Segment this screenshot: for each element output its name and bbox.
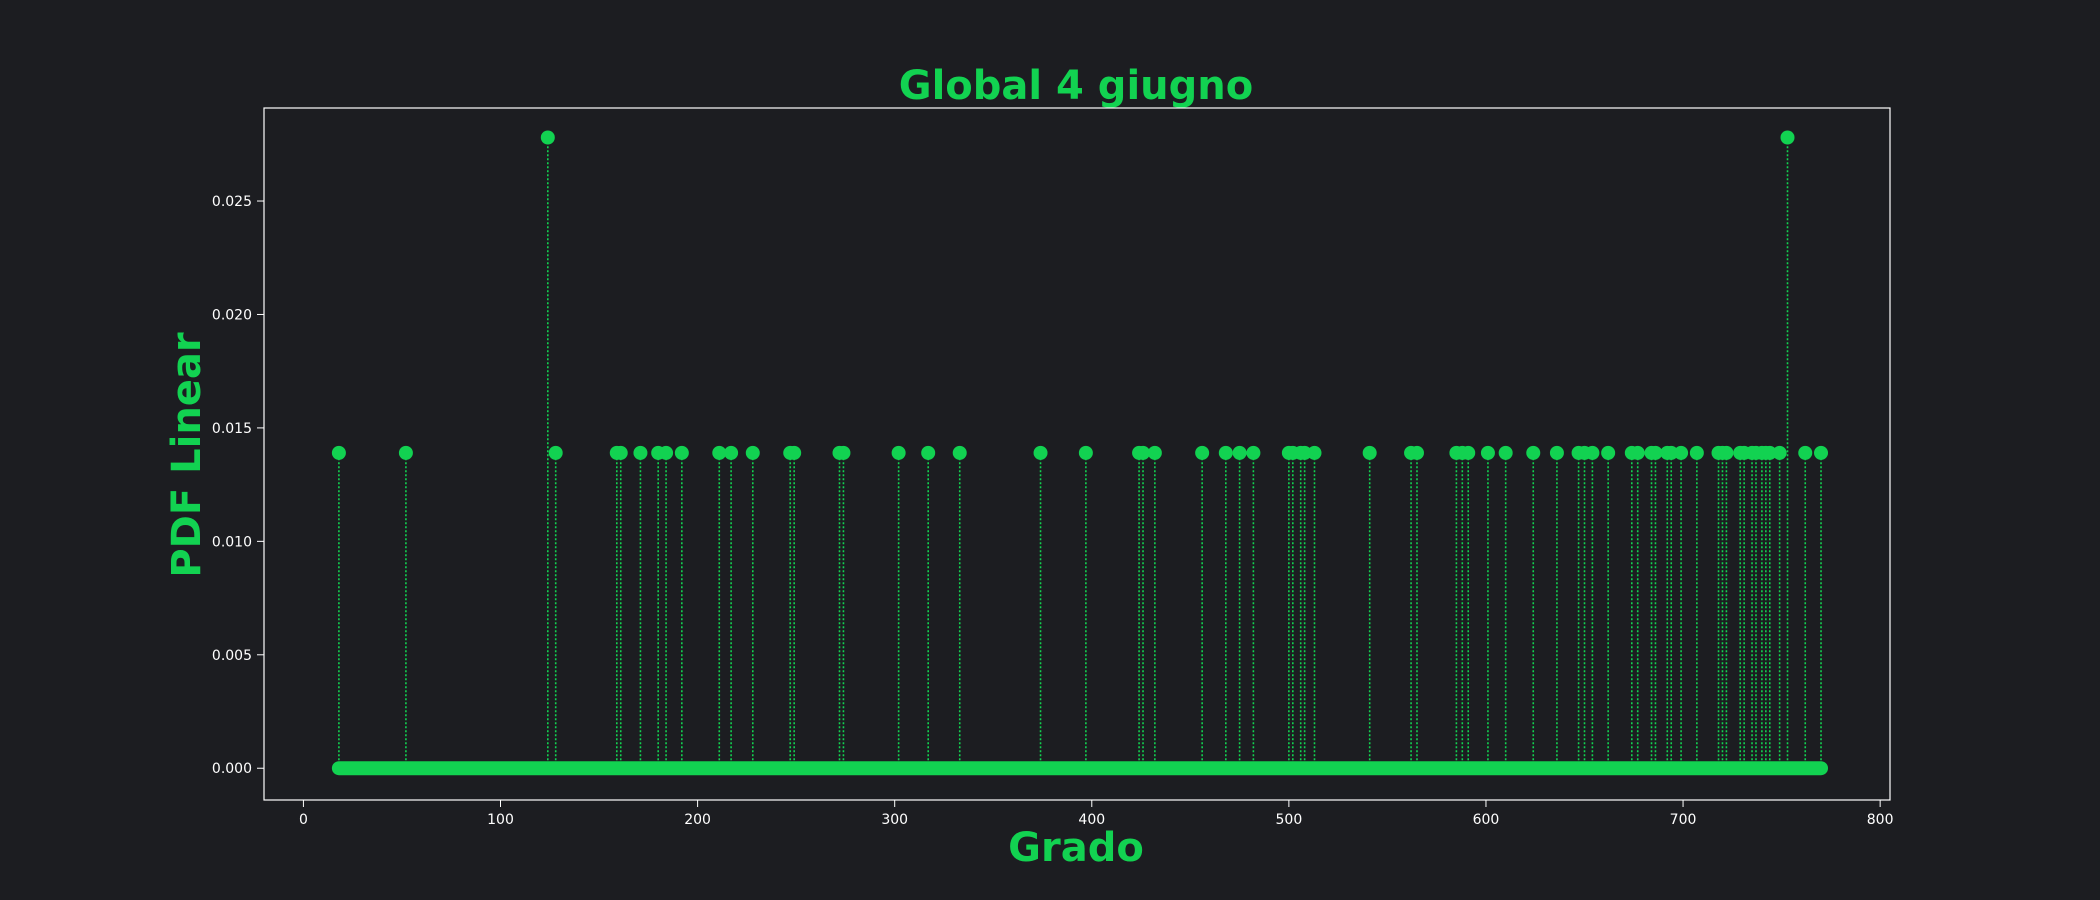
plot-marks (331, 130, 1829, 776)
data-point (1297, 445, 1312, 460)
y-tick-label: 0.005 (212, 648, 252, 664)
y-tick-label: 0.020 (212, 307, 252, 323)
data-point (613, 445, 628, 460)
data-point (1409, 445, 1424, 460)
y-tick-label: 0.000 (212, 761, 252, 777)
data-point (1585, 445, 1600, 460)
data-point (1601, 445, 1616, 460)
y-tick-label: 0.010 (212, 534, 252, 550)
data-point (633, 445, 648, 460)
data-point (548, 445, 563, 460)
data-point (1526, 445, 1541, 460)
data-point (1689, 445, 1704, 460)
data-point (540, 130, 555, 145)
data-point (921, 445, 936, 460)
data-point (398, 445, 413, 460)
data-point (1498, 445, 1513, 460)
data-point (1033, 445, 1048, 460)
y-axis-label: PDF Linear (164, 332, 210, 578)
x-axis-ticks: 0 100 200 300 400 500 600 700 800 (299, 800, 1894, 828)
data-point (787, 445, 802, 460)
data-point (1772, 445, 1787, 460)
x-tick-label: 300 (881, 812, 908, 828)
data-point (1780, 130, 1795, 145)
data-point (1814, 445, 1829, 460)
data-point (1798, 445, 1813, 460)
data-point (1664, 445, 1679, 460)
data-point (1674, 445, 1689, 460)
plot-frame (263, 107, 1891, 801)
data-point (891, 445, 906, 460)
data-point (1648, 445, 1663, 460)
y-tick-label: 0.025 (212, 194, 252, 210)
data-point (745, 445, 760, 460)
data-point (1480, 445, 1495, 460)
data-point (836, 445, 851, 460)
x-tick-label: 400 (1078, 812, 1105, 828)
data-point (1195, 445, 1210, 460)
data-point (331, 445, 346, 460)
data-point (724, 445, 739, 460)
y-axis-ticks: 0.000 0.005 0.010 0.015 0.020 0.025 (212, 194, 264, 777)
data-point (712, 445, 727, 460)
y-tick-label: 0.015 (212, 421, 252, 437)
data-point (1762, 445, 1777, 460)
data-point (1362, 445, 1377, 460)
data-point (1246, 445, 1261, 460)
data-point (1147, 445, 1162, 460)
x-tick-label: 0 (299, 812, 308, 828)
x-tick-label: 100 (487, 812, 514, 828)
x-tick-label: 200 (684, 812, 711, 828)
data-point (1307, 445, 1322, 460)
data-point (674, 445, 689, 460)
data-point (1078, 445, 1093, 460)
data-point (1136, 445, 1151, 460)
data-point (952, 445, 967, 460)
data-point (1630, 445, 1645, 460)
data-point (1719, 445, 1734, 460)
x-tick-label: 600 (1473, 812, 1500, 828)
data-point (659, 445, 674, 460)
data-point (1549, 445, 1564, 460)
data-point (1461, 445, 1476, 460)
x-tick-label: 500 (1276, 812, 1303, 828)
x-tick-label: 800 (1867, 812, 1894, 828)
data-point (1232, 445, 1247, 460)
chart-title: Global 4 giugno (899, 63, 1253, 109)
x-axis-label: Grado (1008, 825, 1144, 871)
data-point (1218, 445, 1233, 460)
x-tick-label: 700 (1670, 812, 1697, 828)
